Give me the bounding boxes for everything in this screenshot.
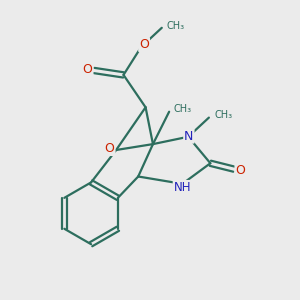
- Text: O: O: [139, 38, 149, 51]
- Text: O: O: [236, 164, 245, 177]
- Text: O: O: [82, 62, 92, 76]
- Text: CH₃: CH₃: [166, 21, 184, 31]
- Text: NH: NH: [174, 181, 191, 194]
- Text: CH₃: CH₃: [214, 110, 232, 120]
- Text: CH₃: CH₃: [174, 104, 192, 114]
- Text: O: O: [105, 142, 115, 155]
- Text: N: N: [184, 130, 194, 143]
